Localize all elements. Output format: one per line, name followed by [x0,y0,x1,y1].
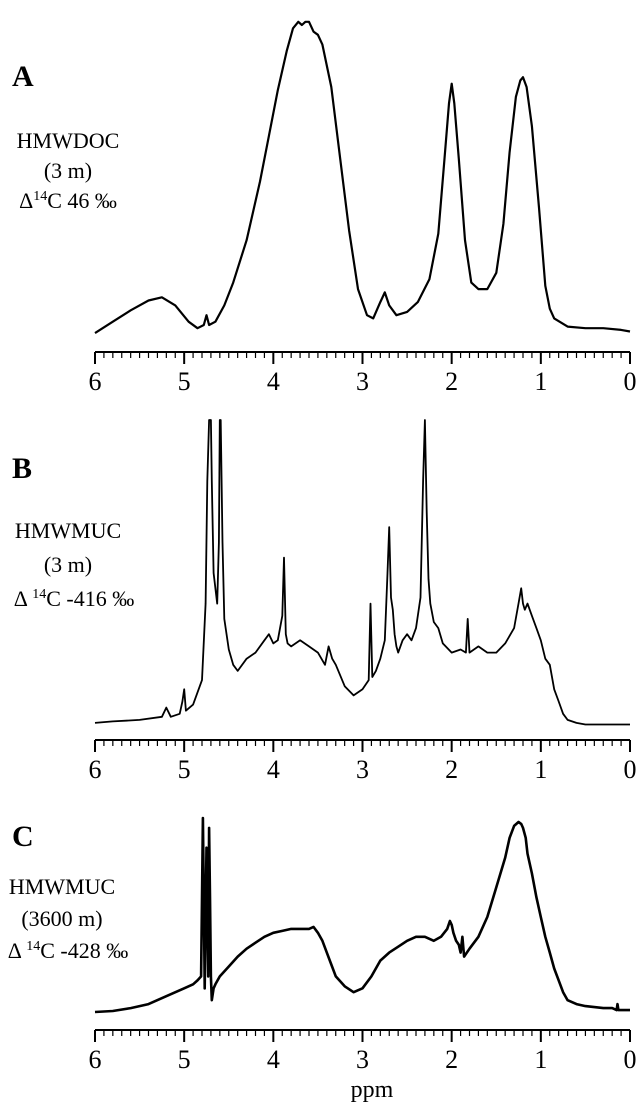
panel-a-depth: (3 m) [44,158,92,183]
x-tick-label: 5 [178,755,191,784]
x-tick-label: 2 [445,1045,458,1074]
panel-a-spectrum-trace [94,20,631,335]
panel-b-radiocarbon: Δ 14C -416 ‰ [14,586,134,611]
panel-b: B HMWMUC (3 m) Δ 14C -416 ‰ 6 5 4 3 2 1 0 [12,419,637,784]
panel-c: C HMWMUC (3600 m) Δ 14C -428 ‰ 6 5 4 3 2 1 0 p… [8,816,637,1103]
panel-b-sample-name: HMWMUC [15,518,121,543]
x-tick-label: 3 [356,755,369,784]
panel-c-sample-name: HMWMUC [9,874,115,899]
panel-c-depth: (3600 m) [21,906,102,931]
x-tick-label: 2 [445,367,458,396]
panel-b-letter: B [12,452,32,485]
panel-a-sample-name: HMWDOC [17,128,120,153]
x-tick-label: 1 [534,1045,547,1074]
x-tick-label: 1 [534,367,547,396]
panel-c-x-axis-title: ppm [351,1077,394,1103]
panel-a-x-axis [94,351,631,364]
x-tick-label: 6 [89,1045,102,1074]
x-tick-label: 1 [534,755,547,784]
panel-c-tick-labels: 6 5 4 3 2 1 0 [89,1045,637,1074]
panel-c-spectrum-trace [94,816,630,1014]
x-tick-label: 0 [624,755,637,784]
panel-a-radiocarbon: Δ14C 46 ‰ [19,188,117,213]
panel-c-x-axis [94,1029,631,1042]
x-tick-label: 4 [267,367,280,396]
x-tick-label: 0 [624,367,637,396]
panel-b-depth: (3 m) [44,552,92,577]
x-tick-label: 5 [178,367,191,396]
panel-c-radiocarbon: Δ 14C -428 ‰ [8,938,128,963]
x-tick-label: 3 [356,367,369,396]
panel-a-tick-labels: 6 5 4 3 2 1 0 [89,367,637,396]
panel-a-letter: A [12,60,34,93]
x-tick-label: 3 [356,1045,369,1074]
x-tick-label: 5 [178,1045,191,1074]
x-tick-label: 6 [89,367,102,396]
x-tick-label: 4 [267,755,280,784]
panel-c-letter: C [12,820,34,853]
x-tick-label: 6 [89,755,102,784]
x-tick-label: 2 [445,755,458,784]
panel-b-tick-labels: 6 5 4 3 2 1 0 [89,755,637,784]
x-tick-label: 0 [624,1045,637,1074]
panel-a: A HMWDOC (3 m) Δ14C 46 ‰ 6 5 4 3 2 1 0 [12,20,637,396]
panel-b-spectrum-trace [94,419,630,726]
x-tick-label: 4 [267,1045,280,1074]
panel-b-x-axis [94,739,631,752]
